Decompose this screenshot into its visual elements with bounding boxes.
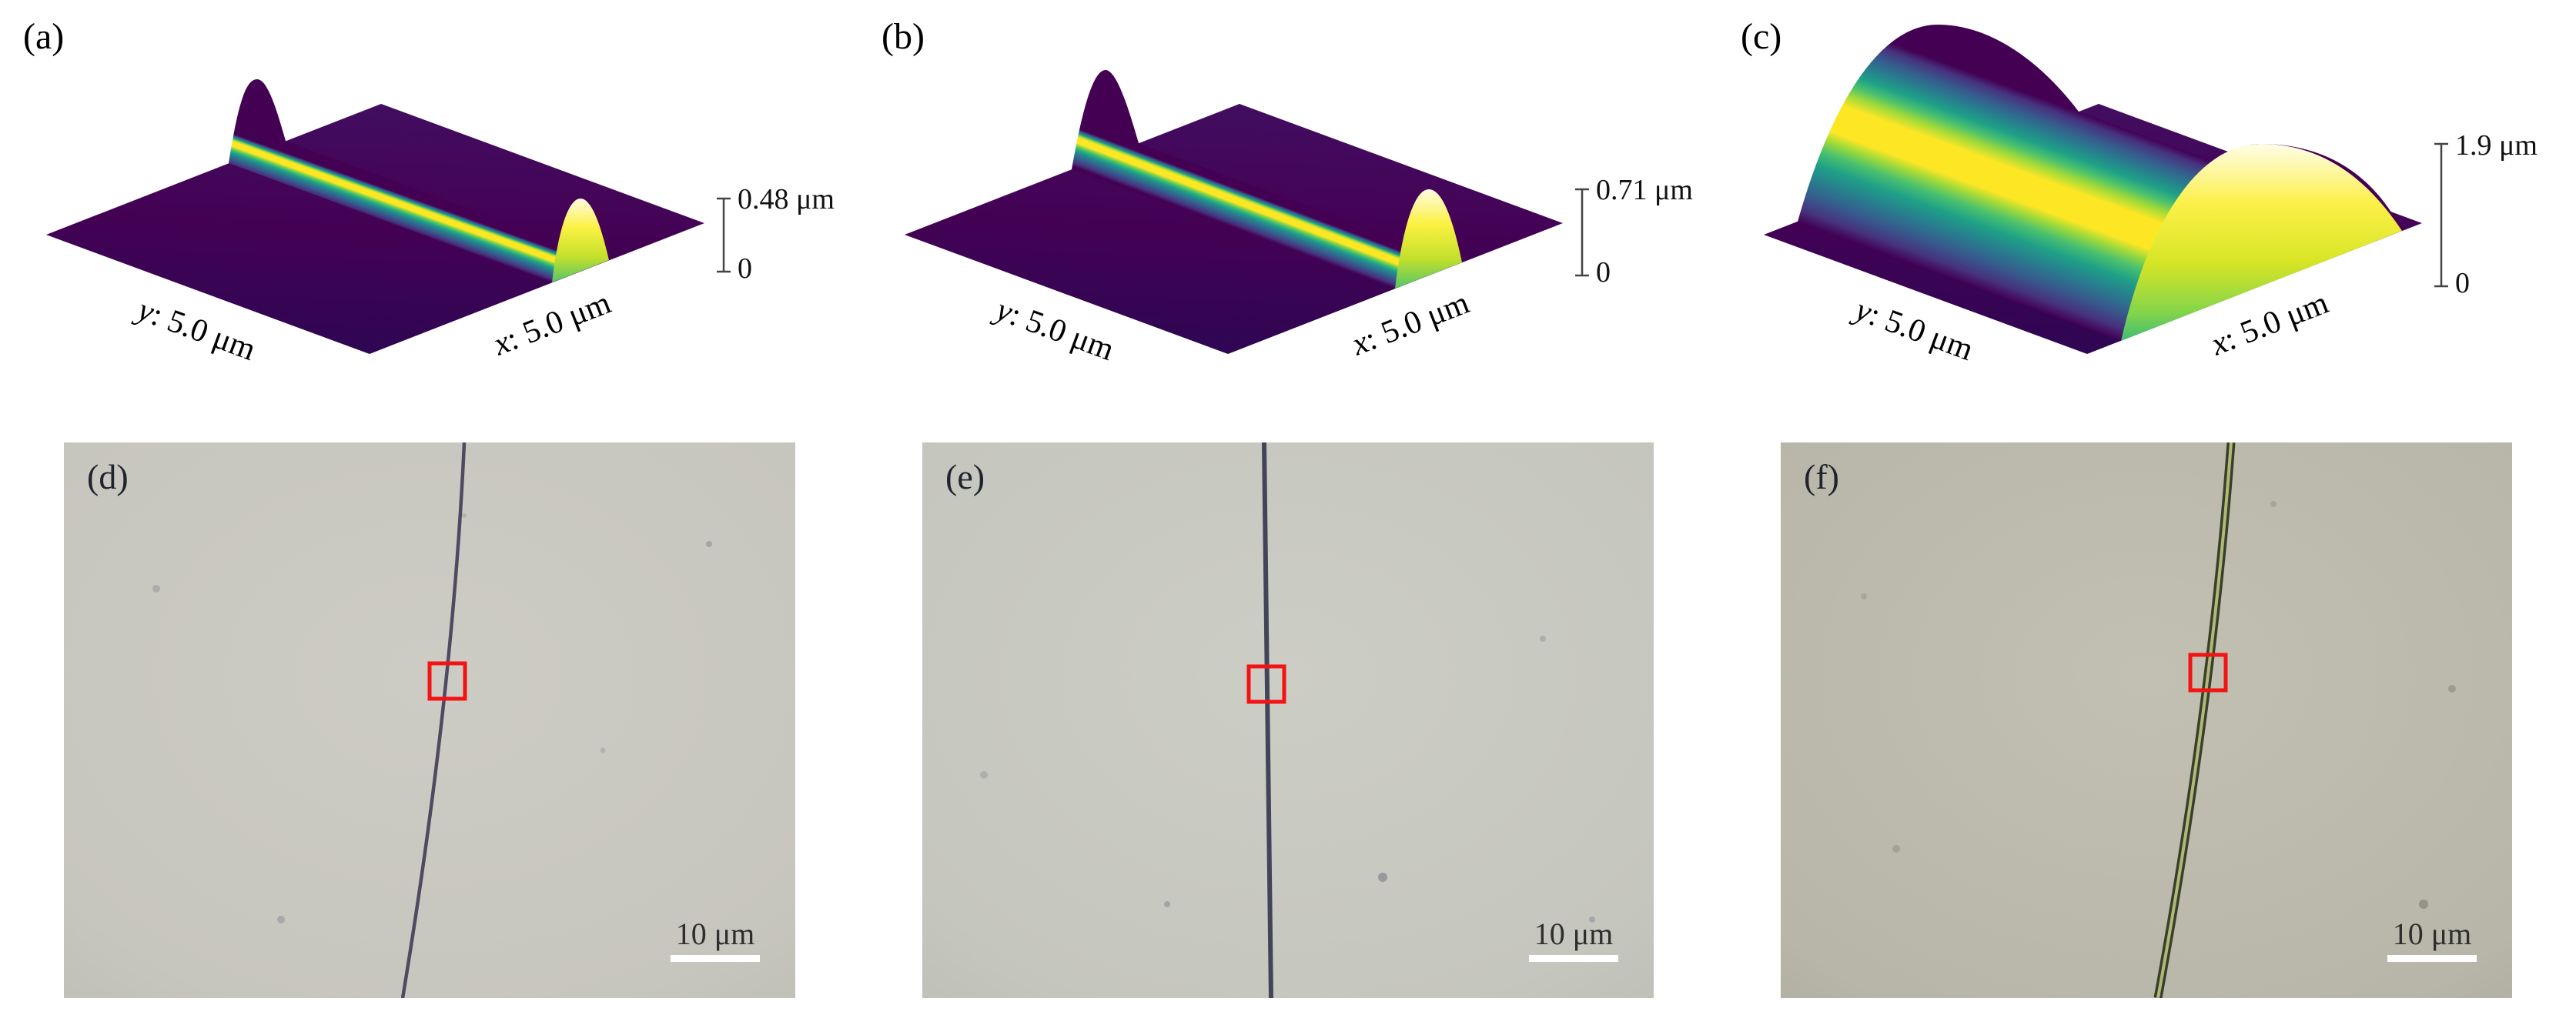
panel-d-micrograph: (d) 10 μm (0, 427, 858, 1015)
nanowire (400, 442, 466, 998)
nanowire (1261, 442, 1273, 998)
scale-bar (2387, 955, 2477, 962)
z-axis-scale (717, 197, 731, 273)
surface-plot-b: (b) 0.71 μm 0 y: 5.0 μm x: 5.0 μm (882, 16, 1693, 368)
afm-scan-marker (427, 661, 467, 701)
ridge-front-face (552, 199, 610, 282)
panel-label: (c) (1741, 16, 1781, 57)
photo-background (63, 442, 795, 998)
afm-scan-marker (2188, 653, 2228, 693)
scale-bar-label: 10 μm (675, 917, 754, 951)
nanowire-ridge (229, 79, 610, 282)
afm-scan-marker (1246, 664, 1286, 704)
panel-f-micrograph: (f) 10 μm (1718, 427, 2576, 1015)
panel-e-micrograph: (e) 10 μm (858, 427, 1717, 1015)
z-min-label: 0 (2455, 267, 2470, 299)
nanowire-ridge (1797, 25, 2402, 341)
surface-base (46, 104, 705, 354)
ridge-front-face (1395, 189, 1463, 289)
panel-label: (d) (87, 457, 129, 496)
z-min-label: 0 (1596, 256, 1611, 289)
panel-label: (a) (23, 16, 64, 57)
scale-bar-label: 10 μm (2393, 917, 2472, 951)
dust-specks (979, 636, 1595, 923)
panel-a-3d-plot: (a) 0.48 μm 0 y: 5.0 μm x: 5.0 μm (0, 0, 858, 427)
dust-specks (152, 513, 712, 923)
nanowire (2153, 442, 2236, 998)
panel-c-3d-plot: (c) 1.9 μm 0 y: 5.0 μm x: 5.0 μm (1718, 0, 2576, 427)
dust-specks (1861, 501, 2457, 909)
micrograph-d: (d) 10 μm (63, 442, 795, 998)
z-max-label: 0.71 μm (1596, 174, 1693, 206)
surface-plot-c: (c) 1.9 μm 0 y: 5.0 μm x: 5.0 μm (1741, 16, 2538, 368)
panel-label: (f) (1804, 457, 1839, 496)
photo-background (922, 442, 1654, 998)
z-axis-scale (2434, 142, 2448, 288)
z-max-label: 0.48 μm (738, 183, 835, 215)
nanowire-ridge (1072, 70, 1463, 289)
z-min-label: 0 (738, 252, 752, 285)
ridge-front-face (2120, 144, 2402, 341)
scale-bar (670, 955, 760, 962)
z-axis-scale (1575, 188, 1590, 277)
panel-label: (e) (945, 457, 985, 496)
micrograph-f: (f) 10 μm (1781, 442, 2513, 998)
scale-bar-label: 10 μm (1534, 917, 1614, 951)
scale-bar (1528, 955, 1618, 962)
panel-b-3d-plot: (b) 0.71 μm 0 y: 5.0 μm x: 5.0 μm (858, 0, 1717, 427)
surface-plot-a: (a) 0.48 μm 0 y: 5.0 μm x: 5.0 μm (23, 16, 835, 368)
micrograph-e: (e) 10 μm (922, 442, 1654, 998)
z-max-label: 1.9 μm (2455, 129, 2538, 162)
panel-label: (b) (882, 16, 925, 57)
photo-background (1781, 442, 2513, 998)
